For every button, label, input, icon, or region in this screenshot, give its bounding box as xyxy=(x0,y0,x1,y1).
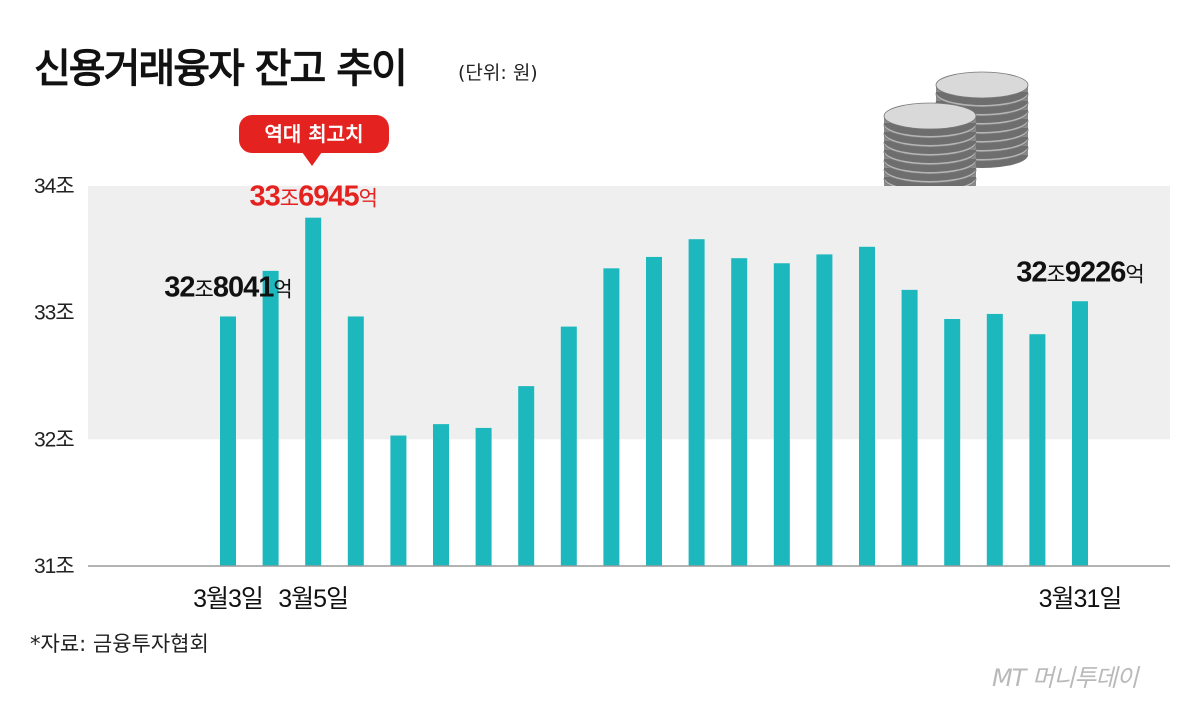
y-tick-label: 34조 xyxy=(34,175,74,198)
bar xyxy=(603,268,620,566)
x-tick-label: 3월5일 xyxy=(278,585,348,613)
data-label-part: 조 xyxy=(280,188,299,211)
data-label-part: 33 xyxy=(249,181,280,213)
record-high-callout: 역대 최고치 xyxy=(239,115,389,166)
callout-pointer xyxy=(302,152,322,166)
bar-series xyxy=(220,217,1088,567)
callout-bubble xyxy=(239,115,389,153)
data-label: 32조9226억 xyxy=(1016,256,1143,288)
bar xyxy=(646,256,662,566)
grid-bands xyxy=(88,186,1170,440)
data-label-part: 조 xyxy=(195,278,214,301)
bar xyxy=(816,254,833,566)
bar xyxy=(944,319,961,566)
bar xyxy=(433,424,449,566)
bar xyxy=(390,435,407,566)
x-axis: 3월3일 3월5일 3월31일 xyxy=(193,585,1122,613)
unit-label: (단위: 원) xyxy=(458,62,538,84)
data-label-part: 조 xyxy=(1047,263,1066,286)
data-label: 33조6945억 xyxy=(249,181,376,213)
source-note: *자료: 금융투자협회 xyxy=(30,632,209,656)
grid-band xyxy=(88,312,1170,440)
bar xyxy=(262,270,279,566)
callout-text: 역대 최고치 xyxy=(265,122,364,146)
bar xyxy=(1072,301,1088,566)
bar xyxy=(986,313,1003,566)
bar xyxy=(305,217,322,566)
y-axis: 31조 32조 33조 34조 xyxy=(34,175,75,578)
data-label-part: 32 xyxy=(1016,256,1046,288)
y-tick-label: 32조 xyxy=(34,428,74,451)
moneytoday-logo-icon: MT 머니투데이 xyxy=(992,664,1138,692)
data-label: 32조8041억 xyxy=(164,271,291,303)
chart-title: 신용거래융자 잔고 추이 xyxy=(34,46,408,92)
bar xyxy=(773,263,790,566)
bar xyxy=(560,326,577,566)
bar xyxy=(901,289,918,566)
data-label-part: 억 xyxy=(273,278,291,301)
bar xyxy=(220,316,236,566)
bar xyxy=(1029,334,1046,566)
bar xyxy=(475,427,492,566)
bar xyxy=(859,246,875,567)
data-label-part: 억 xyxy=(1125,263,1143,286)
data-label-part: 32 xyxy=(164,271,194,303)
data-label-part: 억 xyxy=(359,188,377,211)
bar xyxy=(688,239,705,566)
y-tick-label: 33조 xyxy=(34,302,74,325)
data-label-part: 8041 xyxy=(213,271,274,303)
bar xyxy=(518,386,535,566)
x-tick-label: 3월3일 xyxy=(193,585,263,613)
y-tick-label: 31조 xyxy=(34,555,74,578)
data-label-part: 6945 xyxy=(298,181,359,213)
data-label-part: 9226 xyxy=(1065,256,1126,288)
bar xyxy=(731,258,748,566)
x-tick-label: 3월31일 xyxy=(1039,585,1122,613)
bar xyxy=(347,316,364,566)
